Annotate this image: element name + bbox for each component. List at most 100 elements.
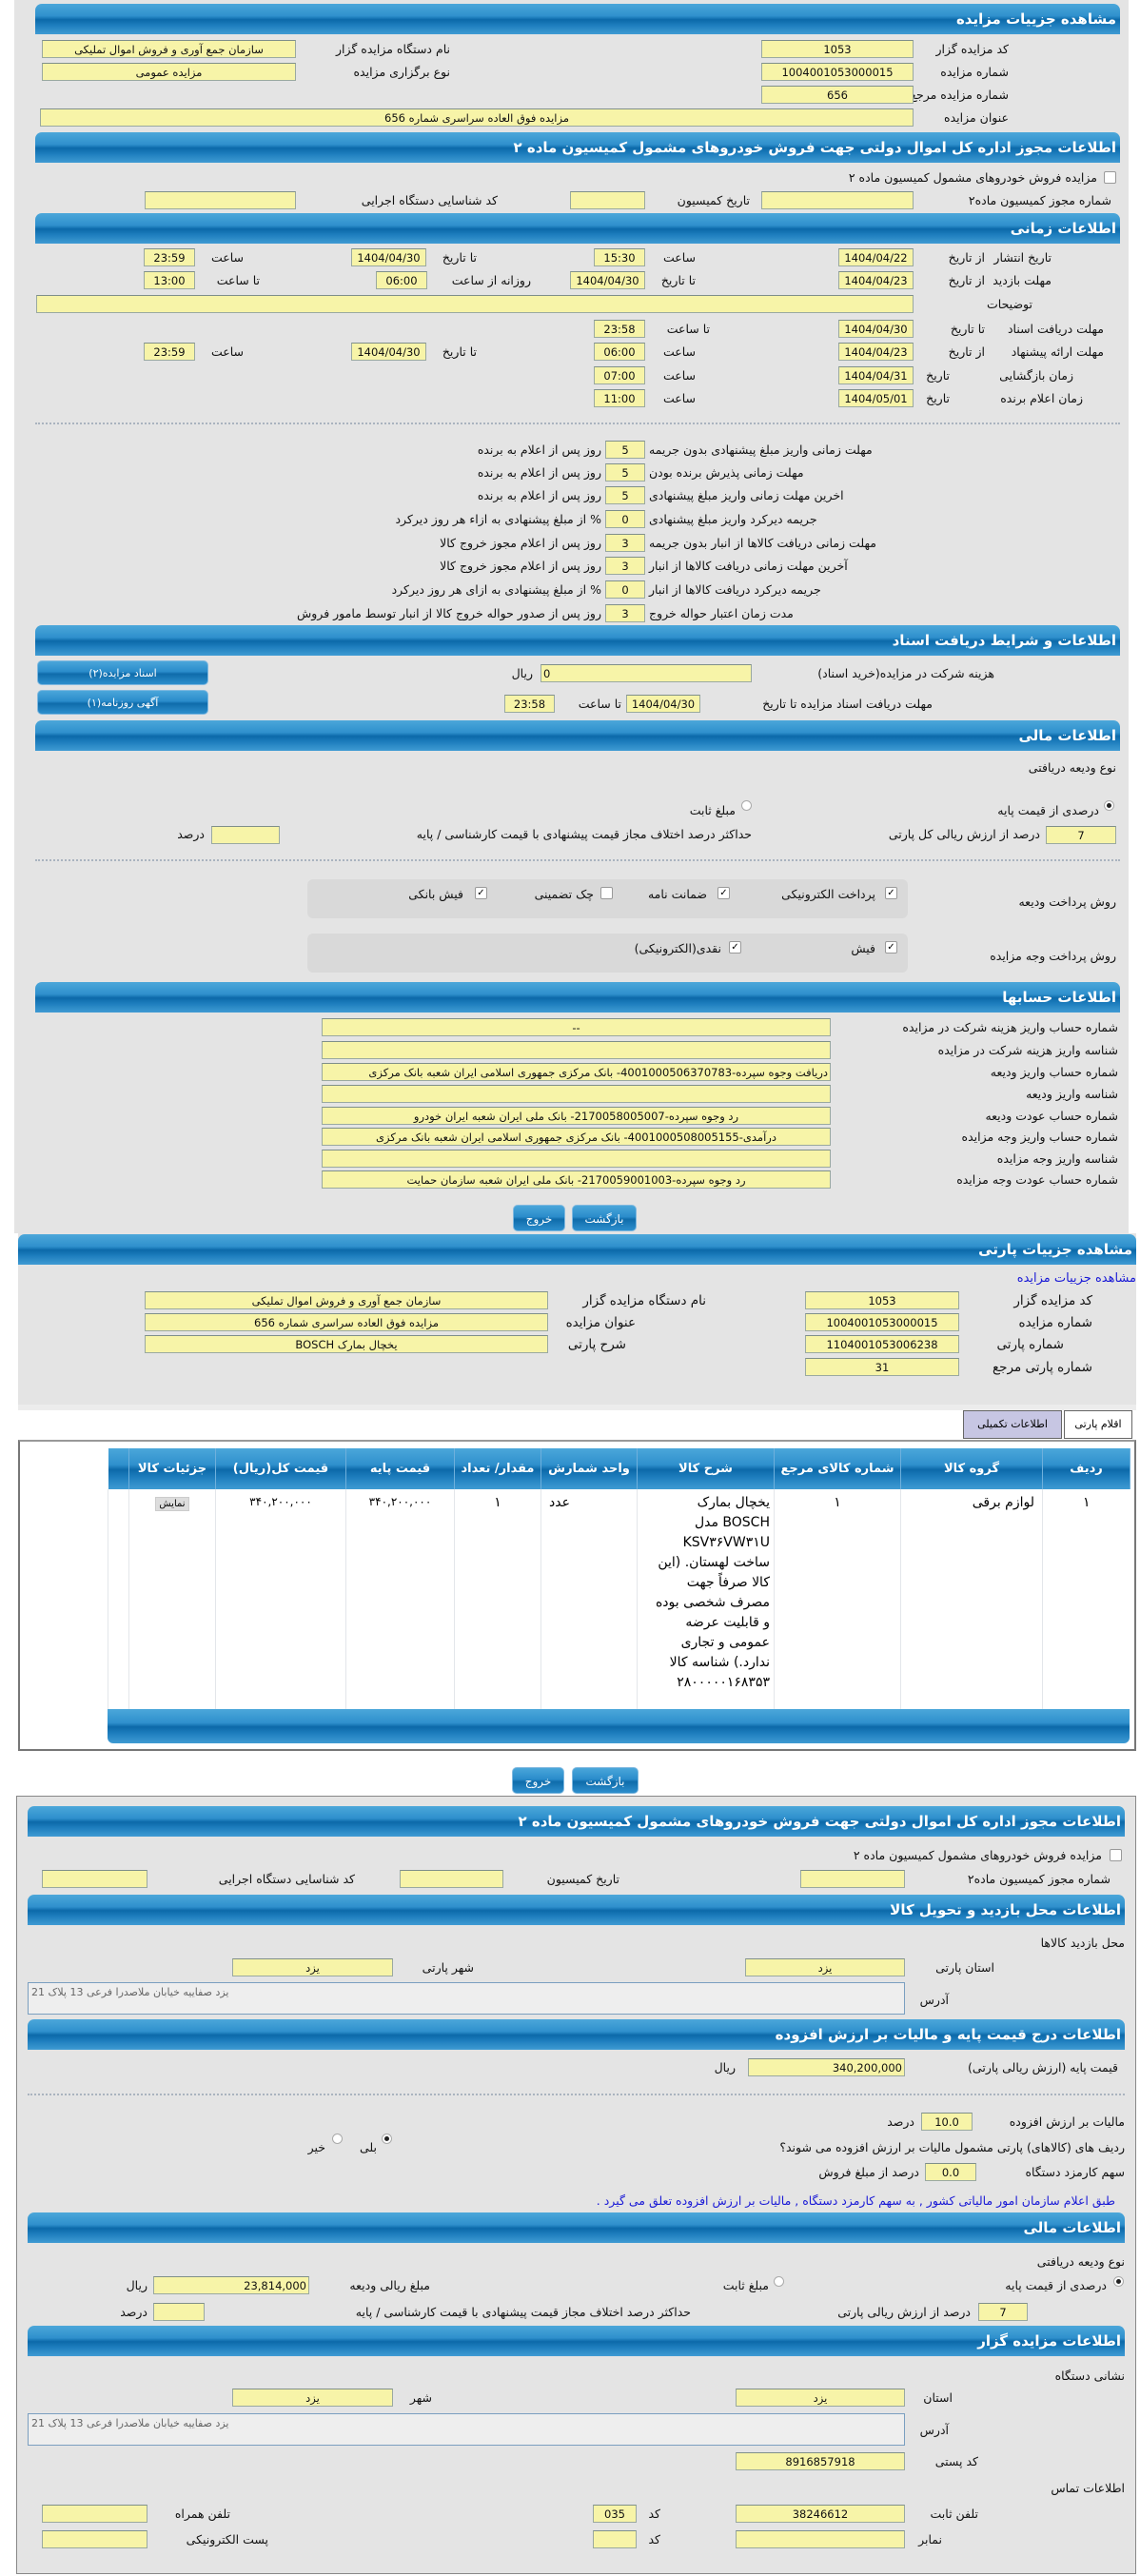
account-field[interactable]: درآمدی-4001000508005155- بانک مرکزی جمهو… bbox=[322, 1128, 831, 1146]
lot-code-field[interactable]: 1053 bbox=[805, 1291, 959, 1309]
back-button[interactable]: بازگشت bbox=[572, 1205, 637, 1231]
account-field[interactable]: -- bbox=[322, 1018, 831, 1036]
auction-details-link[interactable]: مشاهده جزییات مزایده bbox=[1016, 1271, 1136, 1286]
deposit-method-checkbox[interactable] bbox=[600, 887, 613, 899]
deadline-value[interactable]: 3 bbox=[605, 557, 645, 575]
account-field[interactable] bbox=[322, 1150, 831, 1168]
auction-type-field[interactable]: مزایده عمومی bbox=[42, 63, 296, 81]
commission-date-field[interactable] bbox=[570, 191, 645, 209]
deposit-method-checkbox[interactable]: ✓ bbox=[717, 887, 730, 899]
visit-daily-from[interactable]: 06:00 bbox=[376, 271, 427, 289]
account-field[interactable]: دریافت وجوه سپرده-4001000506370783- بانک… bbox=[322, 1063, 831, 1081]
deadline-value[interactable]: 5 bbox=[605, 486, 645, 504]
radio-percent[interactable] bbox=[1113, 2276, 1124, 2287]
city-field[interactable]: یزد bbox=[232, 2389, 393, 2407]
deadline-value[interactable]: 3 bbox=[605, 604, 645, 622]
publish-from-date[interactable]: 1404/04/22 bbox=[838, 248, 914, 266]
permit-number-field[interactable] bbox=[761, 191, 914, 209]
docs-deadline-time[interactable]: 23:58 bbox=[594, 320, 645, 338]
phone-field[interactable]: 38246612 bbox=[736, 2505, 905, 2523]
lot-ref-field[interactable]: 31 bbox=[805, 1358, 959, 1376]
commission-date-field[interactable] bbox=[400, 1870, 503, 1888]
doc-deadline-time[interactable]: 23:58 bbox=[504, 695, 555, 713]
publish-from-time[interactable]: 15:30 bbox=[594, 248, 645, 266]
org-name-field[interactable]: سازمان جمع آوری و فروش اموال تملیکی bbox=[42, 40, 296, 58]
permit-checkbox[interactable] bbox=[1110, 1849, 1122, 1861]
payment-method-checkbox[interactable]: ✓ bbox=[885, 941, 897, 954]
deposit-amount-field[interactable]: 23,814,000 bbox=[153, 2276, 309, 2294]
bid-from-time[interactable]: 06:00 bbox=[594, 343, 645, 361]
account-field[interactable] bbox=[322, 1041, 831, 1059]
publish-to-date[interactable]: 1404/04/30 bbox=[351, 248, 426, 266]
lot-province-field[interactable]: یزد bbox=[745, 1958, 905, 1976]
visit-to-date[interactable]: 1404/04/30 bbox=[570, 271, 645, 289]
max-diff-field[interactable] bbox=[153, 2303, 205, 2321]
address-field[interactable]: یزد صفاییه خیابان ملاصدرا فرعی 13 پلاک 2… bbox=[28, 2413, 905, 2446]
bid-to-date[interactable]: 1404/04/30 bbox=[351, 343, 426, 361]
back-button[interactable]: بازگشت bbox=[572, 1767, 639, 1794]
lot-number-field[interactable]: 1104001053006238 bbox=[805, 1335, 959, 1353]
winner-date[interactable]: 1404/05/01 bbox=[838, 389, 914, 407]
auction-documents-button[interactable]: اسناد مزایده(۲) bbox=[37, 660, 208, 685]
doc-deadline-date[interactable]: 1404/04/30 bbox=[626, 695, 700, 713]
fee-share-field[interactable]: 0.0 bbox=[925, 2163, 976, 2181]
newspaper-ad-button[interactable]: آگهی روزنامه(۱) bbox=[37, 690, 208, 715]
deadline-value[interactable]: 3 bbox=[605, 534, 645, 552]
lot-city-field[interactable]: یزد bbox=[232, 1958, 393, 1976]
docs-deadline-date[interactable]: 1404/04/30 bbox=[838, 320, 914, 338]
deadline-value[interactable]: 5 bbox=[605, 441, 645, 459]
lot-auction-title-field[interactable]: مزایده فوق العاده سراسری شماره 656 bbox=[145, 1313, 548, 1331]
permit-checkbox[interactable] bbox=[1104, 171, 1116, 184]
vat-yes-radio[interactable] bbox=[382, 2134, 392, 2144]
visit-from-date[interactable]: 1404/04/23 bbox=[838, 271, 914, 289]
province-field[interactable]: یزد bbox=[736, 2389, 905, 2407]
deadline-value[interactable]: 0 bbox=[605, 510, 645, 528]
ref-number-field[interactable]: 656 bbox=[761, 86, 914, 104]
opening-date[interactable]: 1404/04/31 bbox=[838, 366, 914, 384]
deposit-method-checkbox[interactable]: ✓ bbox=[885, 887, 897, 899]
permit-number-field[interactable] bbox=[800, 1870, 905, 1888]
lot-auction-number-field[interactable]: 1004001053000015 bbox=[805, 1313, 959, 1331]
deposit-percent-field[interactable]: 7 bbox=[978, 2303, 1028, 2321]
opening-time[interactable]: 07:00 bbox=[594, 366, 645, 384]
vat-no-radio[interactable] bbox=[332, 2134, 343, 2144]
mobile-field[interactable] bbox=[42, 2505, 147, 2523]
fax-field[interactable] bbox=[736, 2530, 905, 2548]
doc-fee-field[interactable]: 0 bbox=[541, 664, 752, 682]
bid-from-date[interactable]: 1404/04/23 bbox=[838, 343, 914, 361]
auction-title-field[interactable]: مزایده فوق العاده سراسری شماره 656 bbox=[40, 108, 914, 127]
description-field[interactable] bbox=[36, 295, 914, 313]
radio-fixed[interactable] bbox=[774, 2276, 784, 2287]
exec-id-field[interactable] bbox=[145, 191, 296, 209]
auctioneer-code-field[interactable]: 1053 bbox=[761, 40, 914, 58]
exit-button[interactable]: خروج bbox=[513, 1205, 565, 1231]
lot-desc-field[interactable]: یخچال بمارک BOSCH bbox=[145, 1335, 548, 1353]
deadline-value[interactable]: 5 bbox=[605, 463, 645, 482]
exec-id-field[interactable] bbox=[42, 1870, 147, 1888]
lot-org-field[interactable]: سازمان جمع آوری و فروش اموال تملیکی bbox=[145, 1291, 548, 1309]
email-field[interactable] bbox=[42, 2530, 147, 2548]
deposit-percent-field[interactable]: 7 bbox=[1046, 826, 1116, 844]
postal-field[interactable]: 8916857918 bbox=[736, 2452, 905, 2470]
account-field[interactable]: رد وجوه سپرده-2170058005007- بانک ملی ای… bbox=[322, 1107, 831, 1125]
publish-to-time[interactable]: 23:59 bbox=[144, 248, 195, 266]
visit-daily-to[interactable]: 13:00 bbox=[144, 271, 195, 289]
vat-field[interactable]: 10.0 bbox=[921, 2113, 973, 2131]
payment-method-checkbox[interactable]: ✓ bbox=[729, 941, 741, 954]
radio-percent[interactable] bbox=[1104, 800, 1114, 811]
lot-address-field[interactable]: یزد صفاییه خیابان ملاصدرا فرعی 13 پلاک 2… bbox=[28, 1982, 905, 2015]
account-field[interactable]: رد وجوه سپرده-2170059001003- بانک ملی ای… bbox=[322, 1170, 831, 1189]
tab-lot-items[interactable]: اقلام پارتی bbox=[1064, 1410, 1132, 1439]
show-details-button[interactable]: نمایش bbox=[155, 1497, 189, 1511]
exit-button[interactable]: خروج bbox=[512, 1767, 564, 1794]
fax-code-field[interactable] bbox=[593, 2530, 637, 2548]
radio-fixed[interactable] bbox=[741, 800, 752, 811]
max-diff-field[interactable] bbox=[211, 826, 280, 844]
phone-code-field[interactable]: 035 bbox=[593, 2505, 637, 2523]
base-price-field[interactable]: 340,200,000 bbox=[748, 2058, 905, 2076]
bid-to-time[interactable]: 23:59 bbox=[144, 343, 195, 361]
tab-supplementary-info[interactable]: اطلاعات تکمیلی bbox=[963, 1410, 1062, 1439]
account-field[interactable] bbox=[322, 1085, 831, 1103]
winner-time[interactable]: 11:00 bbox=[594, 389, 645, 407]
deposit-method-checkbox[interactable]: ✓ bbox=[475, 887, 487, 899]
